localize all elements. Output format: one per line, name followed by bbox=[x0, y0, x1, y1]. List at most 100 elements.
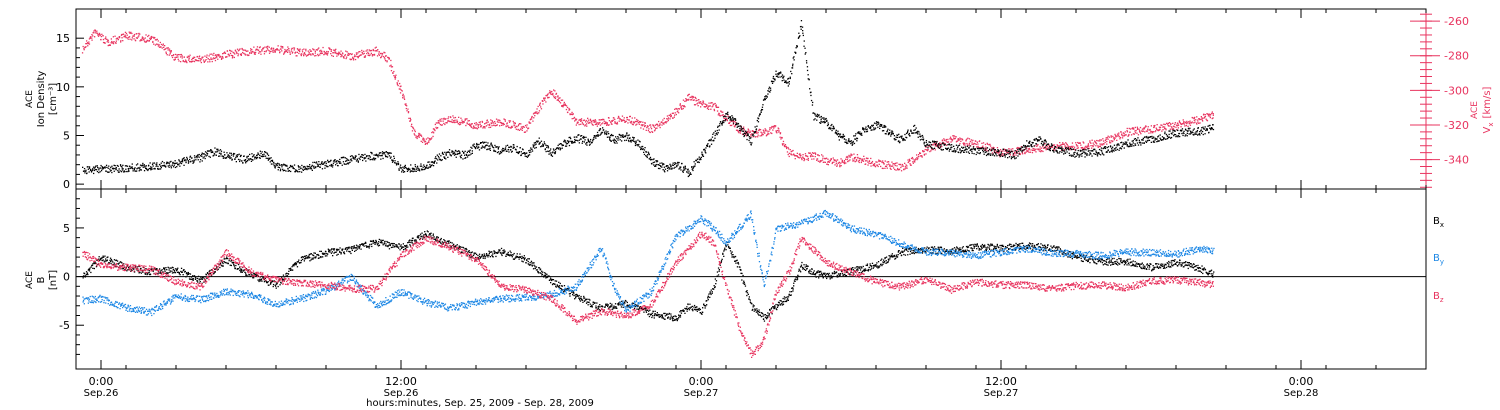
density-point bbox=[431, 164, 433, 166]
density-point bbox=[849, 141, 851, 143]
vx-point bbox=[480, 126, 482, 128]
vx-point bbox=[308, 53, 310, 56]
density-point bbox=[1074, 156, 1076, 158]
density-point bbox=[178, 163, 180, 165]
vx-point bbox=[637, 119, 639, 122]
vx-point bbox=[405, 103, 407, 105]
vx-point bbox=[700, 102, 702, 104]
density-point bbox=[387, 153, 389, 155]
vx-point bbox=[414, 129, 416, 131]
density-point bbox=[484, 147, 486, 149]
vx-point bbox=[547, 93, 549, 95]
vx-point bbox=[1087, 147, 1089, 149]
density-point bbox=[734, 118, 737, 120]
vx-point bbox=[578, 123, 580, 126]
vx-point bbox=[260, 53, 262, 55]
vx-point bbox=[876, 164, 878, 166]
vx-point bbox=[557, 95, 559, 97]
density-point bbox=[150, 169, 152, 171]
vx-point bbox=[509, 120, 512, 122]
vx-point bbox=[1142, 130, 1144, 132]
density-point bbox=[468, 150, 470, 152]
vx-point bbox=[1128, 127, 1130, 130]
vx-point bbox=[631, 117, 633, 119]
vx-point bbox=[1030, 149, 1032, 151]
density-point bbox=[840, 136, 842, 138]
vx-point bbox=[933, 143, 935, 145]
density-point bbox=[133, 169, 135, 171]
density-point bbox=[457, 153, 459, 155]
vx-point bbox=[368, 54, 370, 57]
density-point bbox=[150, 167, 152, 170]
vx-point bbox=[118, 37, 121, 39]
density-point bbox=[268, 158, 270, 160]
vx-point bbox=[1034, 149, 1036, 151]
density-point bbox=[149, 162, 151, 164]
density-point bbox=[313, 166, 315, 168]
density-point bbox=[490, 143, 492, 145]
vx-point bbox=[368, 52, 370, 55]
vx-point bbox=[760, 131, 762, 133]
vx-point bbox=[475, 122, 477, 124]
density-point bbox=[989, 148, 991, 150]
density-point bbox=[654, 165, 656, 167]
vx-point bbox=[359, 54, 361, 57]
density-point bbox=[1111, 149, 1113, 151]
vx-point bbox=[886, 167, 888, 169]
density-point bbox=[834, 132, 836, 134]
density-point bbox=[569, 136, 571, 138]
vx-point bbox=[345, 50, 347, 52]
density-point bbox=[1041, 141, 1043, 143]
density-point bbox=[780, 71, 782, 73]
vx-point bbox=[531, 116, 533, 118]
density-point bbox=[959, 149, 961, 151]
vx-point bbox=[164, 45, 166, 47]
density-point bbox=[1100, 147, 1103, 149]
density-point bbox=[887, 128, 889, 130]
density-point bbox=[425, 167, 428, 169]
density-point bbox=[656, 161, 658, 163]
vx-point bbox=[732, 123, 734, 125]
density-point bbox=[832, 126, 835, 128]
vx-point bbox=[433, 128, 435, 131]
vx-point bbox=[1150, 132, 1152, 134]
vx-point bbox=[999, 149, 1002, 151]
density-point bbox=[856, 137, 858, 139]
vx-point bbox=[540, 106, 542, 108]
vx-point bbox=[1075, 144, 1078, 146]
density-point bbox=[528, 154, 531, 156]
vx-point bbox=[904, 162, 906, 164]
density-point bbox=[345, 160, 347, 162]
density-point bbox=[332, 164, 334, 166]
density-point bbox=[517, 152, 520, 155]
vx-point bbox=[803, 157, 805, 160]
density-point bbox=[606, 136, 609, 138]
density-point bbox=[1113, 144, 1116, 146]
density-point bbox=[666, 170, 669, 172]
vx-point bbox=[646, 127, 648, 129]
vx-point bbox=[1196, 116, 1198, 118]
vx-point bbox=[778, 128, 780, 130]
density-point bbox=[399, 166, 401, 168]
density-point bbox=[512, 147, 514, 149]
density-point bbox=[549, 150, 551, 152]
vx-point bbox=[173, 54, 175, 56]
density-point bbox=[742, 127, 744, 130]
vx-point bbox=[362, 53, 364, 55]
density-point bbox=[510, 151, 513, 153]
vx-point bbox=[242, 51, 244, 54]
density-point bbox=[1004, 156, 1006, 158]
vx-point bbox=[721, 111, 723, 113]
vx-point bbox=[748, 129, 750, 131]
vx-point bbox=[658, 120, 660, 123]
density-point bbox=[1026, 140, 1028, 142]
density-point bbox=[739, 125, 742, 127]
density-point bbox=[808, 79, 810, 81]
density-point bbox=[83, 168, 86, 170]
density-point bbox=[1019, 148, 1021, 150]
density-point bbox=[617, 139, 619, 141]
vx-point bbox=[936, 145, 938, 147]
vx-point bbox=[472, 127, 474, 130]
density-point bbox=[864, 128, 866, 130]
vx-point bbox=[813, 158, 815, 160]
